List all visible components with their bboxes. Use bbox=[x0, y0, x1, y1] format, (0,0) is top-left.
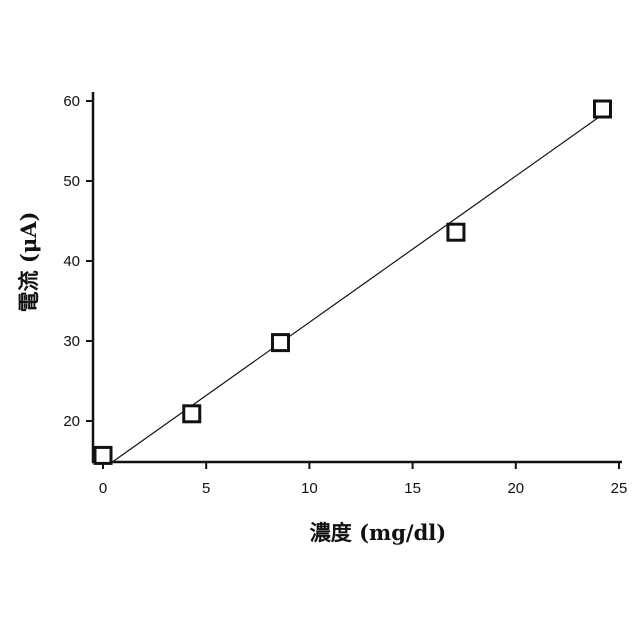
x-tick-label: 0 bbox=[99, 480, 107, 497]
x-ticks: 0 5 10 15 20 25 bbox=[99, 462, 628, 497]
x-tick-label: 5 bbox=[202, 480, 210, 497]
y-tick-label: 20 bbox=[63, 413, 80, 430]
axes bbox=[92, 92, 622, 463]
data-point bbox=[95, 447, 111, 463]
x-axis-title: 濃度 (mg/dl) bbox=[310, 520, 446, 545]
y-tick-label: 40 bbox=[63, 253, 80, 270]
x-tick-label: 20 bbox=[507, 480, 524, 497]
y-tick-label: 60 bbox=[63, 93, 80, 110]
y-tick-label: 50 bbox=[63, 173, 80, 190]
data-point bbox=[184, 406, 200, 422]
y-tick-label: 30 bbox=[63, 333, 80, 350]
points-layer bbox=[95, 101, 610, 463]
data-point bbox=[594, 101, 610, 117]
data-point bbox=[273, 335, 289, 351]
y-axis-title: 電流 (μA) bbox=[16, 212, 41, 313]
x-tick-label: 10 bbox=[301, 480, 318, 497]
data-point bbox=[448, 224, 464, 240]
x-tick-label: 15 bbox=[404, 480, 421, 497]
y-ticks: 20 30 40 50 60 bbox=[63, 93, 93, 430]
x-tick-label: 25 bbox=[611, 480, 628, 497]
